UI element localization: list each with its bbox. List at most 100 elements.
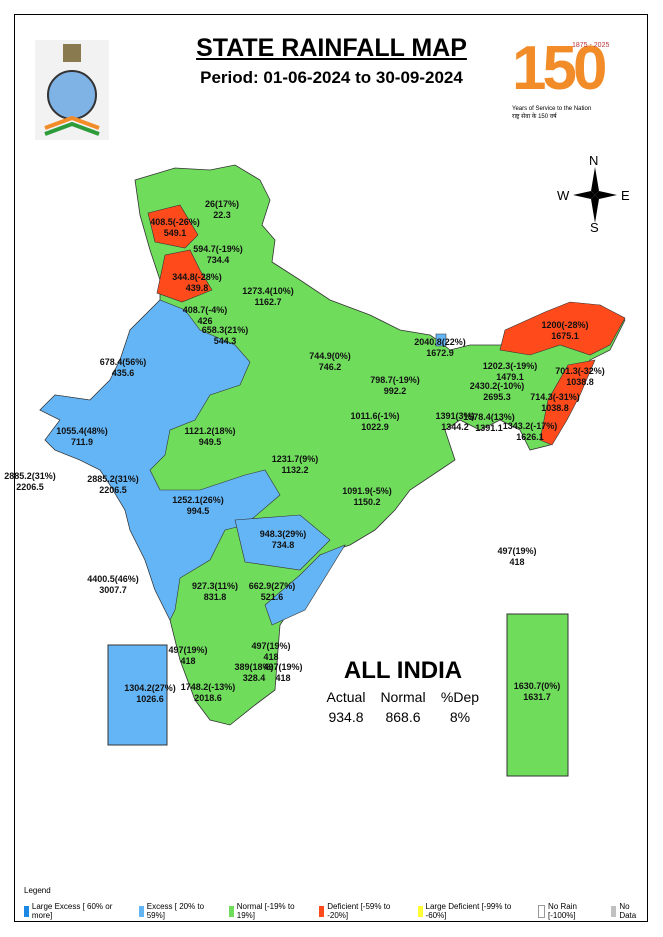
region-actual-value: 26(17%) xyxy=(204,199,240,209)
header-actual: Actual xyxy=(326,689,366,705)
legend-item: Large Excess [ 60% or more] xyxy=(24,902,133,920)
value-actual: 934.8 xyxy=(328,709,364,725)
all-india-summary: ALL INDIA Actual Normal %Dep 934.8 868.6… xyxy=(318,657,488,725)
region-label: 948.3(29%) 734.8 xyxy=(260,529,307,551)
legend-label: No Data xyxy=(619,902,637,920)
region-label: 1055.4(48%) 711.9 xyxy=(56,426,108,448)
region-excess-west xyxy=(39,299,281,621)
region-label: 1231.7(9%) 1132.2 xyxy=(272,454,319,476)
region-deficient-north-2 xyxy=(156,249,213,303)
region-normal-value: 1626.1 xyxy=(516,432,544,442)
region-normal-value: 1631.7 xyxy=(523,692,551,702)
region-label: 389(18%) 328.4 xyxy=(234,662,273,684)
region-label: 678.4(56%) 435.6 xyxy=(100,357,147,379)
region-normal-value: 328.4 xyxy=(242,673,266,683)
andaman-nicobar-inset xyxy=(506,613,569,777)
compass-rose: N S W E xyxy=(555,153,635,235)
legend: Legend Large Excess [ 60% or more] Excess… xyxy=(14,880,648,922)
region-normal-value: 1162.7 xyxy=(254,297,282,307)
region-actual-value: 1273.4(10%) xyxy=(242,286,294,296)
imd-150-years-logo: 150 1875 - 2025 Years of Service to the … xyxy=(512,34,610,121)
region-normal-value: 418 xyxy=(263,652,279,662)
legend-label: Large Deficient [-99% to -60%] xyxy=(425,902,512,920)
region-actual-value: 1304.2(27%) xyxy=(124,683,176,693)
region-actual-value: 344.8(-28%) xyxy=(172,272,222,282)
region-label: 1200(-28%) 1675.1 xyxy=(541,320,588,342)
region-normal-value: 3007.7 xyxy=(99,585,127,595)
region-actual-value: 1630.7(0%) xyxy=(513,681,561,691)
legend-title: Legend xyxy=(24,886,51,895)
region-normal-value: 418 xyxy=(180,656,196,666)
region-excess-sikkim xyxy=(435,333,447,347)
imd-emblem-logo xyxy=(35,40,109,140)
region-label: 497(19%) 418 xyxy=(263,662,302,684)
region-label: 2430.2(-10%) 2695.3 xyxy=(470,381,525,403)
region-actual-value: 1343.2(-17%) xyxy=(502,421,558,431)
legend-item: No Rain [-100%] xyxy=(538,902,605,920)
region-label: 1252.1(26%) 994.5 xyxy=(172,495,224,517)
region-normal-value: 418 xyxy=(275,673,291,683)
region-normal-value: 1344.2 xyxy=(441,422,469,432)
region-actual-value: 701.3(-32%) xyxy=(555,366,605,376)
region-actual-value: 1252.1(26%) xyxy=(172,495,224,505)
legend-label: Deficient [-59% to -20%] xyxy=(327,902,391,920)
region-normal-value: 544.3 xyxy=(213,336,237,346)
region-deficient-northeast xyxy=(539,359,596,446)
region-label: 1391(3%) 1344.2 xyxy=(435,411,474,433)
region-normal-value: 418 xyxy=(509,557,525,567)
region-label: 1343.2(-17%) 1626.1 xyxy=(503,421,558,443)
region-label: 1578.4(13%) 1391.1 xyxy=(463,412,515,434)
region-normal-value: 2206.5 xyxy=(16,482,44,492)
region-actual-value: 2430.2(-10%) xyxy=(469,381,525,391)
legend-item: Excess [ 20% to 59%] xyxy=(138,902,223,920)
region-normal-value: 994.5 xyxy=(186,506,210,516)
region-label: 2885.2(31%) 2206.5 xyxy=(87,474,139,496)
region-normal-value: 2206.5 xyxy=(99,485,127,495)
value-normal: 868.6 xyxy=(385,709,421,725)
region-label: 658.3(21%) 544.3 xyxy=(202,325,249,347)
region-actual-value: 714.3(-31%) xyxy=(530,392,580,402)
region-label: 344.8(-28%) 439.8 xyxy=(172,272,222,294)
legend-item: Normal [-19% to 19%] xyxy=(228,902,313,920)
legend-item: No Data xyxy=(611,902,648,920)
region-normal-value: 22.3 xyxy=(213,210,231,220)
compass-icon xyxy=(573,167,617,223)
region-label: 1304.2(27%) 1026.6 xyxy=(124,683,176,705)
legend-swatch xyxy=(538,904,546,918)
region-label: 1273.4(10%) 1162.7 xyxy=(242,286,294,308)
region-label: 662.9(27%) 521.6 xyxy=(249,581,296,603)
region-actual-value: 1091.9(-5%) xyxy=(342,486,392,496)
legend-label: No Rain [-100%] xyxy=(548,902,577,920)
region-label: 2040.8(22%) 1672.9 xyxy=(414,337,466,359)
region-label: 1748.2(-13%) 2018.6 xyxy=(181,682,236,704)
region-normal-value: 992.2 xyxy=(383,386,407,396)
region-actual-value: 678.4(56%) xyxy=(99,357,147,367)
region-label: 927.3(11%) 831.8 xyxy=(192,581,238,603)
region-normal-value: 734.8 xyxy=(271,540,295,550)
region-label: 1630.7(0%) 1631.7 xyxy=(514,681,561,703)
region-label: 408.5(-26%) 549.1 xyxy=(150,217,200,239)
region-excess-coastal-ap xyxy=(264,544,346,626)
value-dep: 8% xyxy=(449,709,471,725)
region-label: 497(19%) 418 xyxy=(251,641,290,663)
region-actual-value: 408.7(-4%) xyxy=(182,305,228,315)
region-actual-value: 1578.4(13%) xyxy=(463,412,515,422)
region-normal-value: 1038.8 xyxy=(566,377,594,387)
region-normal-value: 2695.3 xyxy=(483,392,511,402)
all-india-title: ALL INDIA xyxy=(343,657,463,684)
region-normal-value: 1150.2 xyxy=(353,497,381,507)
region-normal-value: 1675.1 xyxy=(551,331,579,341)
legend-swatch xyxy=(228,905,234,917)
region-normal-value: 1479.1 xyxy=(496,372,524,382)
region-label: 1121.2(18%) 949.5 xyxy=(184,426,235,448)
region-label: 26(17%) 22.3 xyxy=(205,199,239,221)
region-normal-value: 746.2 xyxy=(318,362,342,372)
region-actual-value: 1231.7(9%) xyxy=(271,454,319,464)
region-normal-value: 1672.9 xyxy=(426,348,454,358)
legend-label: Normal [-19% to 19%] xyxy=(236,902,295,920)
region-label: 1091.9(-5%) 1150.2 xyxy=(342,486,392,508)
legend-label: Excess [ 20% to 59%] xyxy=(146,902,205,920)
region-actual-value: 2885.2(31%) xyxy=(87,474,139,484)
period-subtitle: Period: 01-06-2024 to 30-09-2024 xyxy=(200,68,463,87)
